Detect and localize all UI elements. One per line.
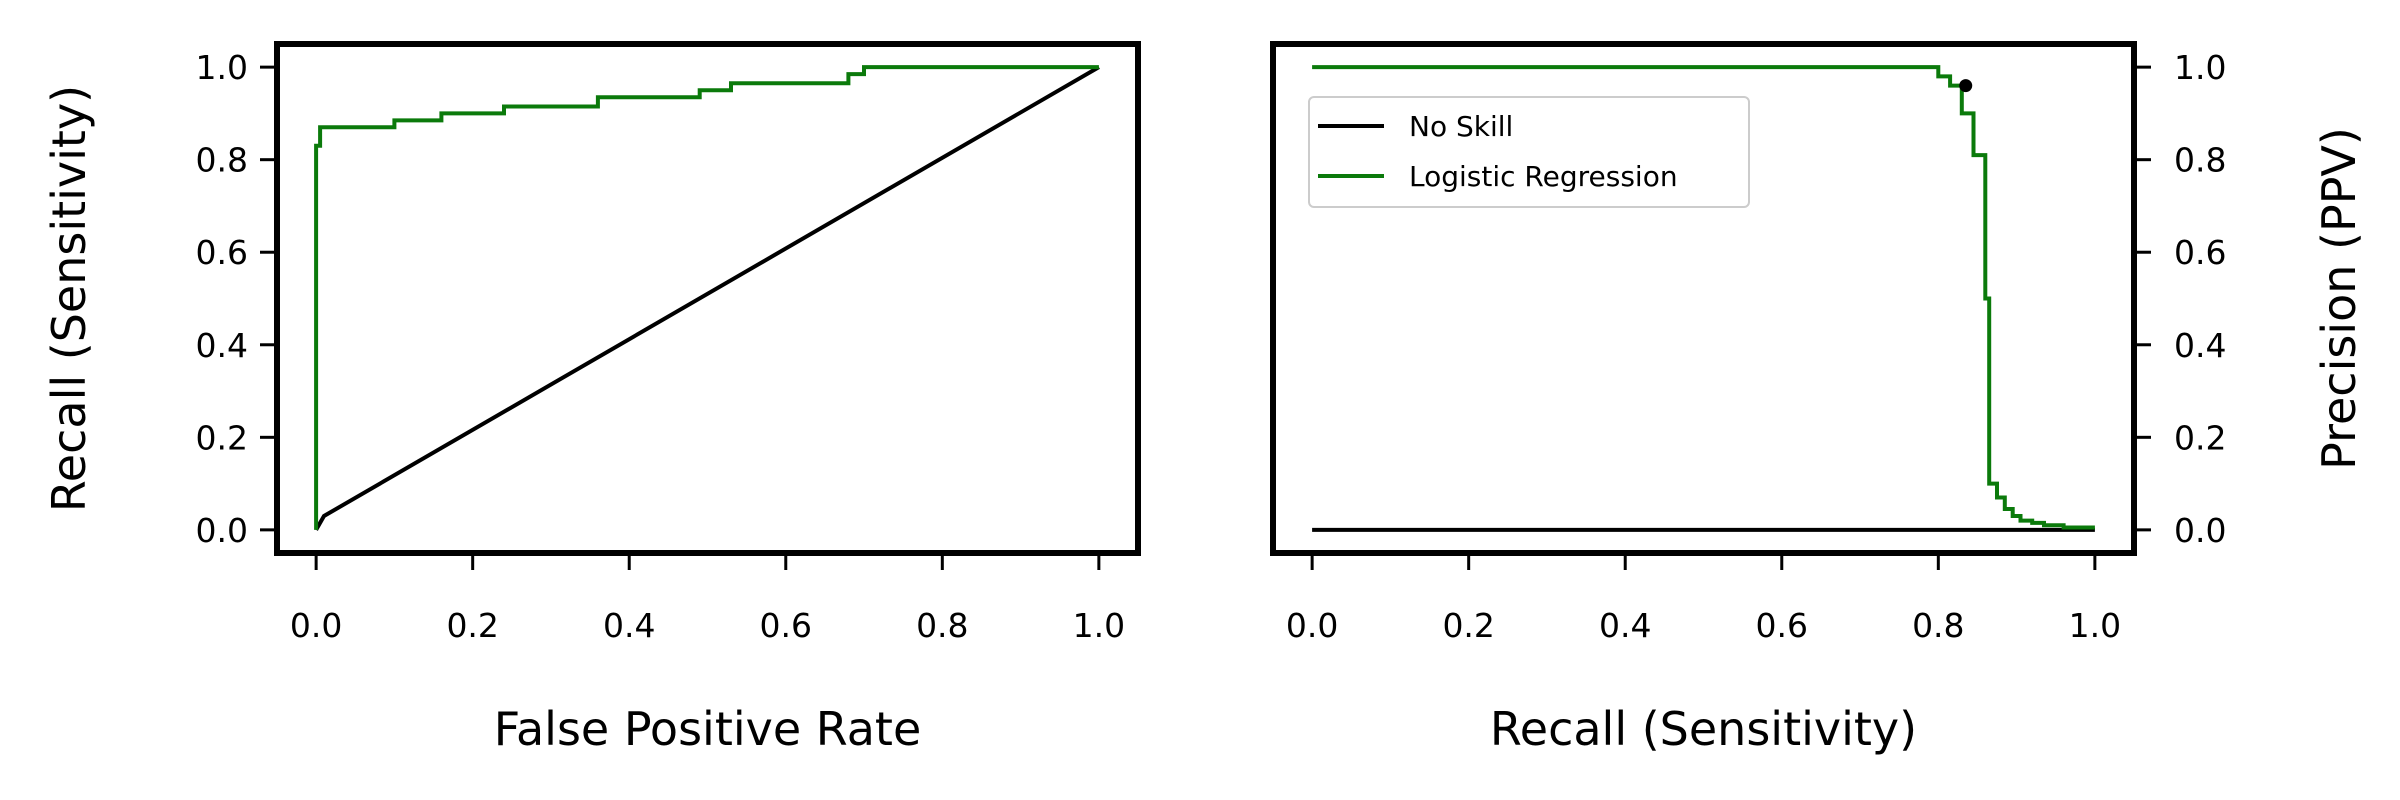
legend: No Skill Logistic Regression — [1308, 96, 1750, 208]
y-tick-label: 0.2 — [196, 418, 248, 457]
y-tick-label: 0.6 — [2174, 233, 2226, 272]
x-tick-label: 0.8 — [1912, 606, 1964, 645]
y-tick-label: 0.8 — [196, 141, 248, 180]
x-tick-label: 0.6 — [760, 606, 812, 645]
x-tick-label: 0.6 — [1756, 606, 1808, 645]
x-tick-label: 0.0 — [1286, 606, 1338, 645]
plot-frame — [274, 41, 1141, 556]
y-axis-label: Precision (PPV) — [2312, 127, 2366, 470]
legend-entry-label: Logistic Regression — [1409, 160, 1678, 193]
chart-2: 0.0 0.2 0.4 0.6 0.8 1.0 0.0 0.2 0.4 0.6 0.8 1.0 Reca… — [1270, 41, 2366, 756]
x-tick-label: 0.8 — [916, 606, 968, 645]
y-tick-label: 1.0 — [196, 48, 248, 87]
threshold-marker-point — [1959, 79, 1973, 93]
y-tick-label: 0.4 — [2174, 326, 2226, 365]
x-tick-label: 1.0 — [2069, 606, 2121, 645]
y-tick-label: 0.6 — [196, 233, 248, 272]
y-tick-label: 1.0 — [2174, 48, 2226, 87]
y-tick-label: 0.0 — [2174, 511, 2226, 550]
x-tick-label: 0.2 — [1442, 606, 1494, 645]
x-tick-label: 0.0 — [290, 606, 342, 645]
y-tick-label: 0.8 — [2174, 141, 2226, 180]
x-axis-label: Recall (Sensitivity) — [1490, 702, 1917, 756]
series-line-2 — [1312, 65, 2095, 530]
series-line-1 — [314, 65, 1100, 531]
x-tick-label: 1.0 — [1073, 606, 1125, 645]
y-tick-label: 0.0 — [196, 511, 248, 550]
y-tick-label: 0.4 — [196, 326, 248, 365]
legend-entry-label: No Skill — [1409, 110, 1513, 143]
charts-root: 0.0 0.2 0.4 0.6 0.8 1.0 0.0 0.2 0.4 0.6 0.8 1.0 Fals… — [42, 41, 2366, 756]
x-tick-label: 0.2 — [446, 606, 498, 645]
x-axis-label: False Positive Rate — [494, 702, 922, 756]
plot-frame — [1270, 41, 2137, 556]
series-line-2 — [314, 65, 1099, 530]
chart-1: 0.0 0.2 0.4 0.6 0.8 1.0 0.0 0.2 0.4 0.6 0.8 1.0 Fals… — [42, 41, 1141, 756]
x-tick-label: 0.4 — [603, 606, 655, 645]
y-axis-label: Recall (Sensitivity) — [42, 85, 96, 512]
x-tick-label: 0.4 — [1599, 606, 1651, 645]
y-tick-label: 0.2 — [2174, 418, 2226, 457]
legend-box — [1308, 96, 1750, 208]
